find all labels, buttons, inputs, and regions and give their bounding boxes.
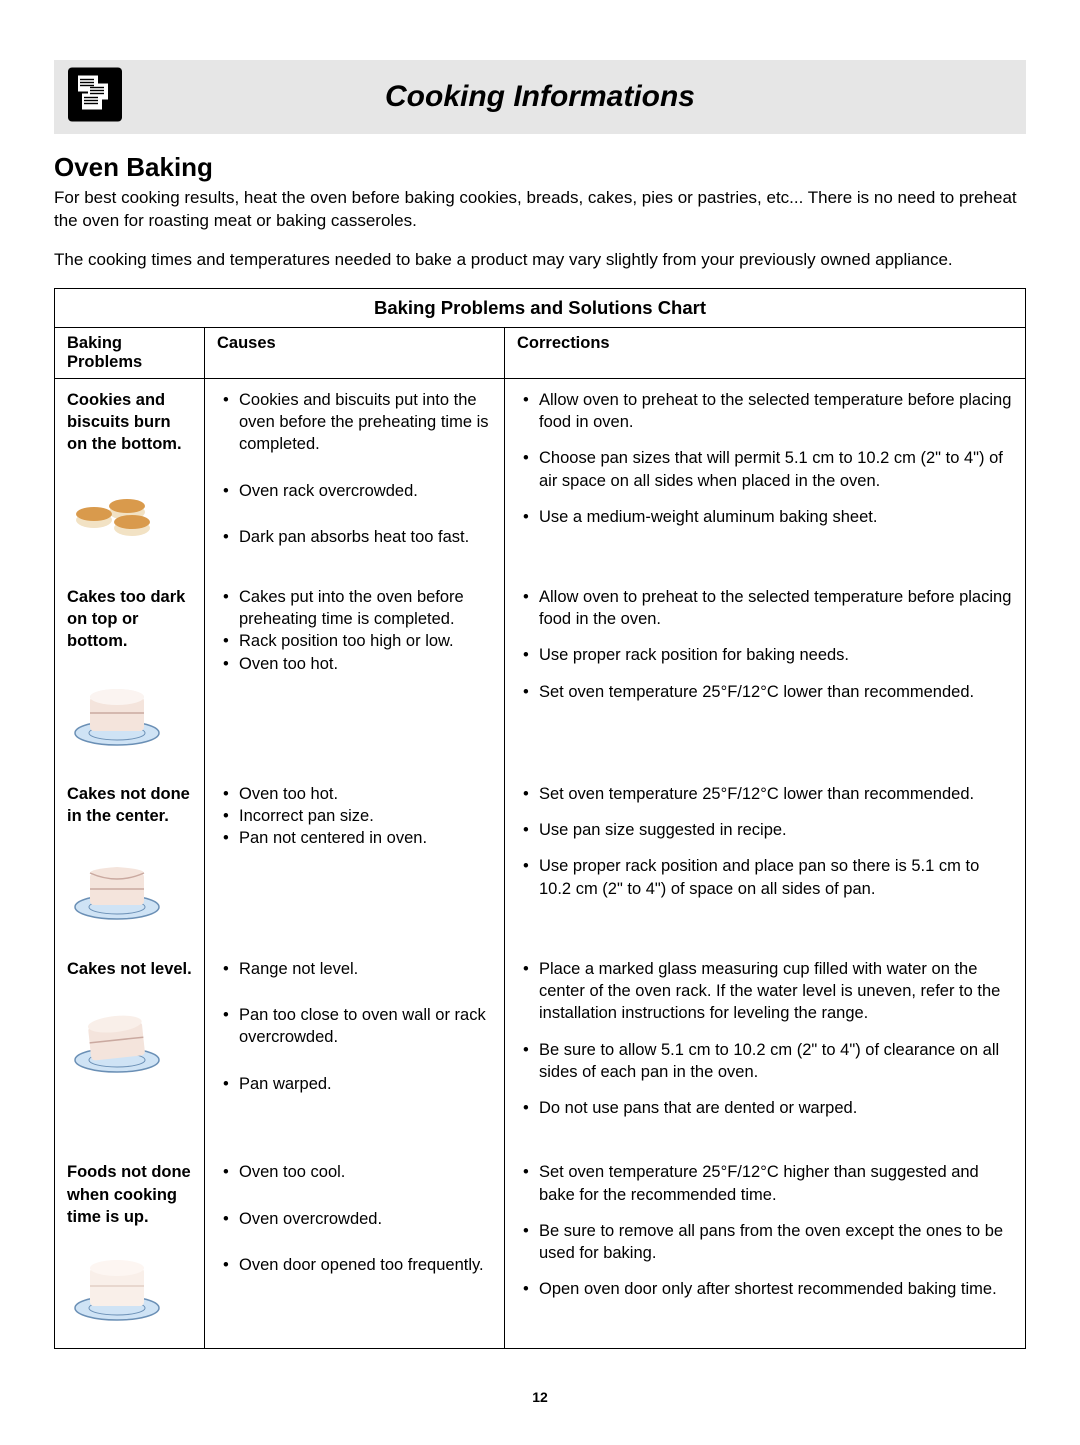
cause-item: Pan too close to oven wall or rack overc…	[217, 1004, 494, 1049]
col-header-problems: Baking Problems	[55, 327, 205, 378]
cause-item: Dark pan absorbs heat too fast.	[217, 526, 494, 548]
problem-cell: Foods not done when cooking time is up.	[55, 1151, 205, 1349]
cake_tilt-icon	[67, 990, 194, 1082]
cookies-icon	[67, 466, 194, 558]
causes-cell: Oven too hot.Incorrect pan size.Pan not …	[205, 773, 505, 948]
correction-item: Set oven temperature 25°F/12°C higher th…	[517, 1161, 1015, 1206]
banner: Cooking Informations	[54, 60, 1026, 134]
causes-cell: Range not level. Pan too close to oven wa…	[205, 948, 505, 1152]
documents-icon	[68, 68, 122, 127]
cake_dark-icon	[67, 663, 194, 755]
corrections-cell: Place a marked glass measuring cup fille…	[505, 948, 1026, 1152]
cause-item: Oven too cool.	[217, 1161, 494, 1183]
problem-text: Cakes not done in the center.	[67, 783, 194, 828]
page-number: 12	[54, 1389, 1026, 1405]
page: Cooking Informations Oven Baking For bes…	[0, 0, 1080, 1445]
table-row: Cakes not done in the center.Oven too ho…	[55, 773, 1026, 948]
cause-item: Cakes put into the oven before preheatin…	[217, 586, 494, 631]
correction-item: Set oven temperature 25°F/12°C lower tha…	[517, 783, 1015, 805]
cause-item: Incorrect pan size.	[217, 805, 494, 827]
problem-text: Foods not done when cooking time is up.	[67, 1161, 194, 1228]
cause-item: Oven rack overcrowded.	[217, 480, 494, 502]
cause-item: Oven too hot.	[217, 783, 494, 805]
corrections-cell: Allow oven to preheat to the selected te…	[505, 576, 1026, 773]
correction-item: Do not use pans that are dented or warpe…	[517, 1097, 1015, 1119]
problem-cell: Cookies and biscuits burn on the bottom.	[55, 378, 205, 576]
correction-item: Be sure to allow 5.1 cm to 10.2 cm (2" t…	[517, 1039, 1015, 1084]
cause-item: Oven overcrowded.	[217, 1208, 494, 1230]
causes-cell: Cakes put into the oven before preheatin…	[205, 576, 505, 773]
causes-cell: Cookies and biscuits put into the oven b…	[205, 378, 505, 576]
intro-paragraph-1: For best cooking results, heat the oven …	[54, 187, 1026, 233]
banner-title: Cooking Informations	[54, 80, 1026, 114]
table-row: Cakes too dark on top or bottom. Cakes pu…	[55, 576, 1026, 773]
causes-cell: Oven too cool. Oven overcrowded. Oven door…	[205, 1151, 505, 1349]
cause-item: Oven door opened too frequently.	[217, 1254, 494, 1276]
table-row: Foods not done when cooking time is up.O…	[55, 1151, 1026, 1349]
correction-item: Open oven door only after shortest recom…	[517, 1278, 1015, 1300]
baking-chart: Baking Problems and Solutions Chart Baki…	[54, 288, 1026, 1350]
correction-item: Use a medium-weight aluminum baking shee…	[517, 506, 1015, 528]
correction-item: Allow oven to preheat to the selected te…	[517, 389, 1015, 434]
cause-item: Rack position too high or low.	[217, 630, 494, 652]
corrections-cell: Set oven temperature 25°F/12°C lower tha…	[505, 773, 1026, 948]
cause-item: Cookies and biscuits put into the oven b…	[217, 389, 494, 456]
cause-item: Range not level.	[217, 958, 494, 980]
problem-cell: Cakes not level.	[55, 948, 205, 1152]
chart-title: Baking Problems and Solutions Chart	[54, 288, 1026, 327]
intro-paragraph-2: The cooking times and temperatures neede…	[54, 249, 1026, 272]
correction-item: Allow oven to preheat to the selected te…	[517, 586, 1015, 631]
cake_center-icon	[67, 837, 194, 929]
section-heading: Oven Baking	[54, 152, 1026, 183]
correction-item: Set oven temperature 25°F/12°C lower tha…	[517, 681, 1015, 703]
correction-item: Be sure to remove all pans from the oven…	[517, 1220, 1015, 1265]
col-header-causes: Causes	[205, 327, 505, 378]
correction-item: Use pan size suggested in recipe.	[517, 819, 1015, 841]
problem-cell: Cakes not done in the center.	[55, 773, 205, 948]
cake_pale-icon	[67, 1238, 194, 1330]
cause-item: Oven too hot.	[217, 653, 494, 675]
problem-text: Cakes too dark on top or bottom.	[67, 586, 194, 653]
corrections-cell: Allow oven to preheat to the selected te…	[505, 378, 1026, 576]
cause-item: Pan not centered in oven.	[217, 827, 494, 849]
correction-item: Use proper rack position for baking need…	[517, 644, 1015, 666]
correction-item: Use proper rack position and place pan s…	[517, 855, 1015, 900]
problem-cell: Cakes too dark on top or bottom.	[55, 576, 205, 773]
corrections-cell: Set oven temperature 25°F/12°C higher th…	[505, 1151, 1026, 1349]
table-row: Cakes not level. Range not level. Pan too …	[55, 948, 1026, 1152]
col-header-corrections: Corrections	[505, 327, 1026, 378]
correction-item: Choose pan sizes that will permit 5.1 cm…	[517, 447, 1015, 492]
table-row: Cookies and biscuits burn on the bottom.…	[55, 378, 1026, 576]
problem-text: Cakes not level.	[67, 958, 194, 980]
cause-item: Pan warped.	[217, 1073, 494, 1095]
problem-text: Cookies and biscuits burn on the bottom.	[67, 389, 194, 456]
correction-item: Place a marked glass measuring cup fille…	[517, 958, 1015, 1025]
